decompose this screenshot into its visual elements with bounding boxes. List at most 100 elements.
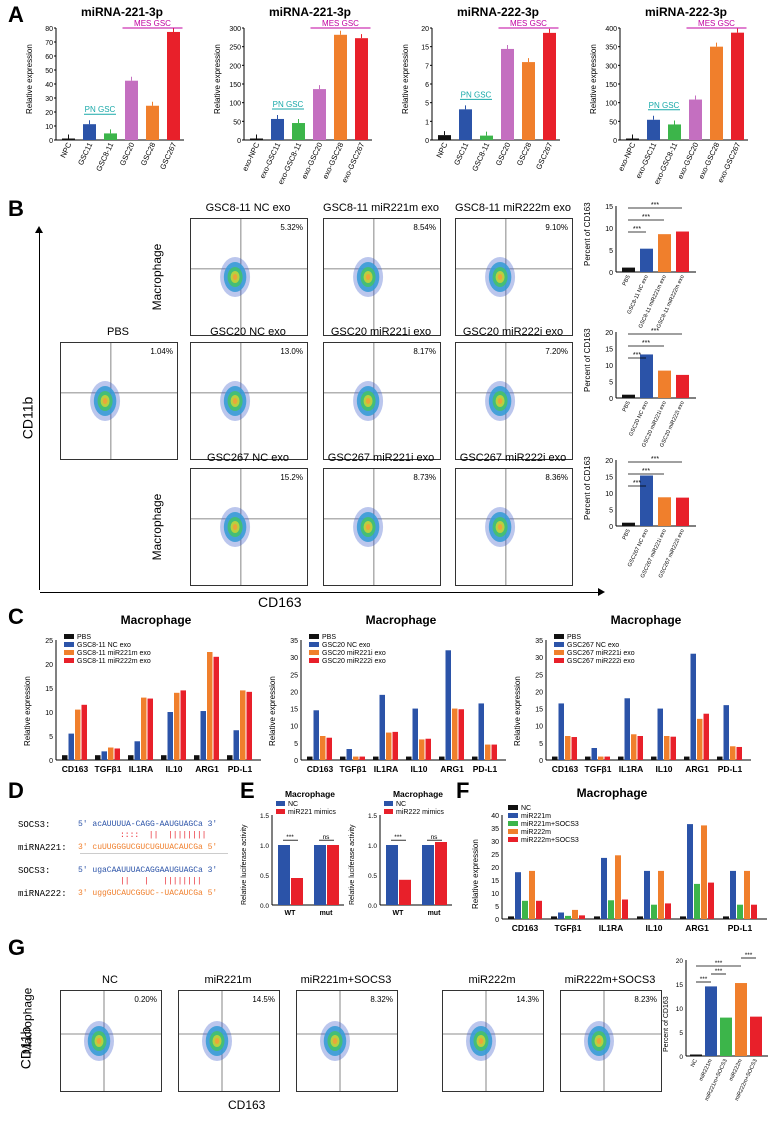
chart-f-legend-swatch-2: [508, 821, 518, 826]
chart-f-ytick-0: 0: [495, 917, 499, 924]
mir222-seq: 3' uggGUCAUCGGUC--UACAUCGa 5': [78, 889, 218, 898]
chart-e-xtick-1-1: mut: [428, 910, 442, 917]
chart-c-bar-1-1-0: [340, 756, 346, 760]
b-bar-sig-0-2: ***: [651, 202, 659, 209]
chart-c-ytick-0-5: 25: [45, 638, 53, 645]
chart-c-bar-0-4-3: [213, 656, 219, 760]
g-macrophage-label: Macrophage: [20, 987, 35, 1055]
chart-c-bar-0-0-1: [68, 733, 74, 760]
flow-b-0-1-pct: 8.54%: [413, 223, 436, 232]
chart-a-ylabel-3: Relative expression: [589, 44, 598, 114]
chart-a-bar-2-4: [522, 62, 535, 140]
chart-c-bar-2-3-3: [670, 736, 676, 760]
flow-b-1-0: 13.0%: [190, 342, 308, 460]
mir221-label: miRNA221:: [18, 843, 67, 853]
chart-f-bar-0-4: [536, 900, 542, 919]
chart-a-ylabel-1: Relative expression: [213, 44, 222, 114]
chart-e-bar-1-1-0: [422, 845, 434, 905]
chart-c-bar-1-1-1: [346, 749, 352, 760]
chart-a-ytick-2-4: 7: [425, 63, 429, 70]
b-bar-ytick-1-4: 20: [605, 330, 613, 337]
g-bar-ytick-2: 10: [676, 1006, 684, 1013]
chart-e-ylabel-0: Relative luciferase activity: [241, 824, 248, 905]
chart-a-bar-1-0: [250, 138, 263, 140]
chart-c-bar-1-3-1: [412, 708, 418, 760]
panel-label-d: D: [8, 778, 24, 803]
chart-c-bar-1-5-3: [491, 744, 497, 760]
flow-b-0-1-svg: [324, 219, 440, 335]
chart-c-title-0: Macrophage: [121, 613, 192, 627]
chart-a-ytick-0-0: 0: [49, 138, 53, 145]
chart-a-ytick-0-5: 50: [45, 68, 53, 75]
g-bar-4: [750, 1016, 762, 1056]
chart-e-bar-0-0-0: [278, 845, 290, 905]
chart-f-bar-3-3: [658, 870, 664, 919]
chart-c-title-1: Macrophage: [366, 613, 437, 627]
chart-e-legend-swatch-1-0: [384, 801, 393, 806]
chart-c-bar-0-0-3: [81, 704, 87, 760]
chart-c-bar-2-0-1: [558, 703, 564, 760]
chart-f-legend-swatch-3: [508, 829, 518, 834]
chart-a-xtick-2-4: GSC28: [515, 141, 534, 167]
socs3-seq-1: 5' acAUUUUA-CAGG-AAUGUAGCa 3': [78, 820, 218, 829]
b-bar-2-2: [658, 497, 671, 526]
chart-a-bar-3-4: [710, 46, 723, 140]
panel-b-axis-y: [34, 226, 46, 600]
chart-f-xtick-0: CD163: [512, 923, 539, 933]
flow-b-pbs-density-4: [102, 398, 108, 404]
flow-b-1-1-density-4: [365, 398, 371, 404]
chart-a-ytick-3-3: 150: [605, 82, 617, 89]
chart-f-bar-3-1: [644, 870, 650, 919]
chart-c-bar-2-2-0: [618, 756, 624, 760]
flow-b-1-2-title: GSC20 miR222i exo: [462, 326, 564, 338]
chart-c-bar-0-2-0: [128, 755, 134, 760]
chart-a-bar-0-3: [125, 80, 138, 140]
chart-c-bar-1-4-3: [458, 709, 464, 760]
chart-f-legend-2: miR221m+SOCS3: [521, 821, 579, 828]
chart-f-legend-4: miR222m+SOCS3: [521, 837, 579, 844]
chart-f-bar-2-0: [594, 916, 600, 919]
chart-c-legend-2-3: GSC267 miR222i exo: [567, 658, 635, 665]
chart-e-ytick-0-0: 0.0: [260, 903, 269, 910]
chart-f-bar-0-1: [515, 872, 521, 919]
chart-e-bar-0-1-0: [314, 845, 326, 905]
chart-a-bar-3-2: [668, 124, 681, 140]
chart-c-bar-0-2-1: [134, 741, 140, 760]
chart-a-xtick-2-0: NPC: [434, 141, 449, 160]
flow-g-1-title: miR221m: [204, 974, 252, 986]
chart-c-ytick-1-1: 5: [294, 741, 298, 748]
flow-g-0-svg: [61, 991, 161, 1091]
mir221-seq: 3' cuUUGGGUCGUCUGUUACAUCGa 5': [78, 843, 218, 852]
chart-a-bar-1-3: [313, 89, 326, 140]
chart-e-ylabel-1: Relative luciferase activity: [349, 824, 356, 905]
chart-f-xtick-5: PD-L1: [728, 923, 753, 933]
g-bar-xtick-3: miR222m: [728, 1058, 744, 1082]
chart-f-bar-1-2: [565, 915, 571, 919]
flow-g-2-density-4: [332, 1038, 338, 1044]
chart-c-bar-0-0-0: [62, 755, 68, 760]
chart-c-ylabel-0: Relative expression: [23, 676, 32, 746]
chart-e-sig-1-1: ns: [431, 834, 439, 841]
b-bar-0-1: [640, 248, 653, 272]
flow-b-pbs-title: PBS: [106, 326, 129, 338]
flow-b-0-1: 8.54%: [323, 218, 441, 336]
flow-b-1-2-density-4: [497, 398, 503, 404]
chart-c-xtick-0-3: IL10: [165, 764, 182, 774]
flow-g-2-pct: 8.32%: [370, 995, 393, 1004]
b-bar-1-2: [658, 370, 671, 398]
b-bar-0-3: [676, 231, 689, 272]
chart-a-ytick-1-0: 0: [237, 138, 241, 145]
flow-b-0-0-density-4: [232, 274, 238, 280]
g-bar-sig-1: ***: [715, 968, 723, 975]
panel-d: SOCS3: 5' acAUUUUA-CAGG-AAUGUAGCa 3' :::…: [18, 820, 238, 930]
socs3-label-1: SOCS3:: [18, 820, 51, 830]
g-bar-sig-2: ***: [715, 960, 723, 967]
chart-a-bar-1-4: [334, 34, 347, 140]
chart-c-legend-2-2: GSC267 miR221i exo: [567, 650, 635, 657]
chart-e-bar-1-0-0: [386, 845, 398, 905]
chart-f-legend-swatch-0: [508, 805, 518, 810]
chart-c-bar-1-3-2: [419, 739, 425, 760]
chart-a-bar-3-0: [626, 138, 639, 140]
panel-label-f: F: [456, 778, 470, 803]
flow-b-1-0-svg: [191, 343, 307, 459]
